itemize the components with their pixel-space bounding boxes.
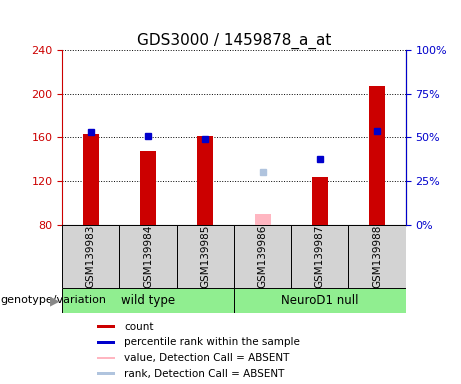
Bar xyxy=(140,151,156,225)
Bar xyxy=(119,225,177,288)
Text: wild type: wild type xyxy=(121,294,175,307)
Bar xyxy=(197,136,213,225)
Bar xyxy=(97,341,115,344)
Bar xyxy=(234,225,291,288)
Bar xyxy=(291,225,349,288)
Text: percentile rank within the sample: percentile rank within the sample xyxy=(124,337,301,347)
Bar xyxy=(97,357,115,359)
Text: GSM139986: GSM139986 xyxy=(258,225,267,288)
Text: NeuroD1 null: NeuroD1 null xyxy=(281,294,359,307)
Bar xyxy=(83,134,99,225)
Bar xyxy=(349,225,406,288)
Text: genotype/variation: genotype/variation xyxy=(0,295,106,306)
Text: GSM139988: GSM139988 xyxy=(372,225,382,288)
Bar xyxy=(97,325,115,328)
Text: GSM139984: GSM139984 xyxy=(143,225,153,288)
Bar xyxy=(369,86,385,225)
Bar xyxy=(62,288,234,313)
Bar xyxy=(97,372,115,375)
Text: value, Detection Call = ABSENT: value, Detection Call = ABSENT xyxy=(124,353,290,363)
Text: GSM139983: GSM139983 xyxy=(86,225,96,288)
Bar xyxy=(254,214,271,225)
Text: rank, Detection Call = ABSENT: rank, Detection Call = ABSENT xyxy=(124,369,285,379)
Text: count: count xyxy=(124,322,154,332)
Text: ▶: ▶ xyxy=(50,294,60,307)
Text: GSM139985: GSM139985 xyxy=(201,225,210,288)
Bar xyxy=(234,288,406,313)
Bar xyxy=(312,177,328,225)
Text: GSM139987: GSM139987 xyxy=(315,225,325,288)
Bar xyxy=(62,225,119,288)
Title: GDS3000 / 1459878_a_at: GDS3000 / 1459878_a_at xyxy=(137,32,331,48)
Bar xyxy=(177,225,234,288)
